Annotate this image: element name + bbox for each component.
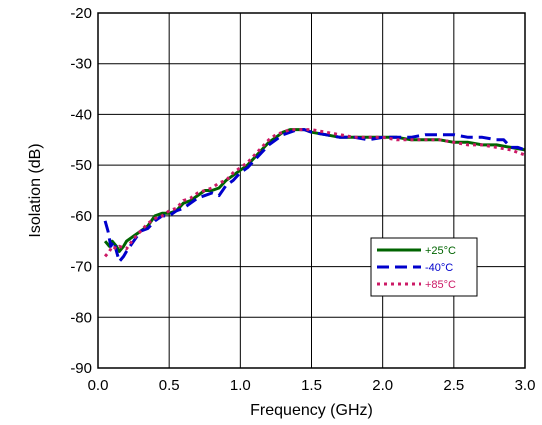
legend-label-2: -40°C [425, 262, 453, 274]
grid [97, 12, 526, 369]
legend-label-1: +25°C [425, 245, 456, 257]
y-tick-label: -50 [70, 157, 92, 174]
plot-area [97, 12, 526, 369]
series-lines [103, 128, 526, 263]
y-tick-label: -30 [70, 56, 92, 73]
series-line-3 [103, 128, 526, 258]
legend: +25°C -40°C +85°C [370, 237, 478, 297]
y-tick-label: -20 [70, 5, 92, 22]
x-tick-label: 1.0 [230, 377, 251, 394]
y-tick-label: -90 [70, 360, 92, 377]
y-tick-label: -60 [70, 208, 92, 225]
x-tick-label: 2.0 [372, 377, 393, 394]
y-tick-label: -80 [70, 309, 92, 326]
y-tick-label: -70 [70, 259, 92, 276]
x-tick-label: 0.0 [88, 377, 109, 394]
x-tick-label: 0.5 [159, 377, 180, 394]
tick-labels: 0.0 0.5 1.0 1.5 2.0 2.5 3.0 -90 -80 -70 -60 -50 -40 -… [70, 5, 535, 394]
series-line-1 [103, 128, 526, 253]
x-tick-label: 2.5 [443, 377, 464, 394]
y-axis-title: Isolation (dB) [27, 143, 44, 237]
legend-box [370, 237, 478, 297]
x-tick-label: 1.5 [301, 377, 322, 394]
y-tick-label: -40 [70, 106, 92, 123]
x-tick-label: 3.0 [515, 377, 536, 394]
x-axis-title: Frequency (GHz) [250, 402, 373, 419]
legend-label-3: +85°C [425, 279, 456, 291]
